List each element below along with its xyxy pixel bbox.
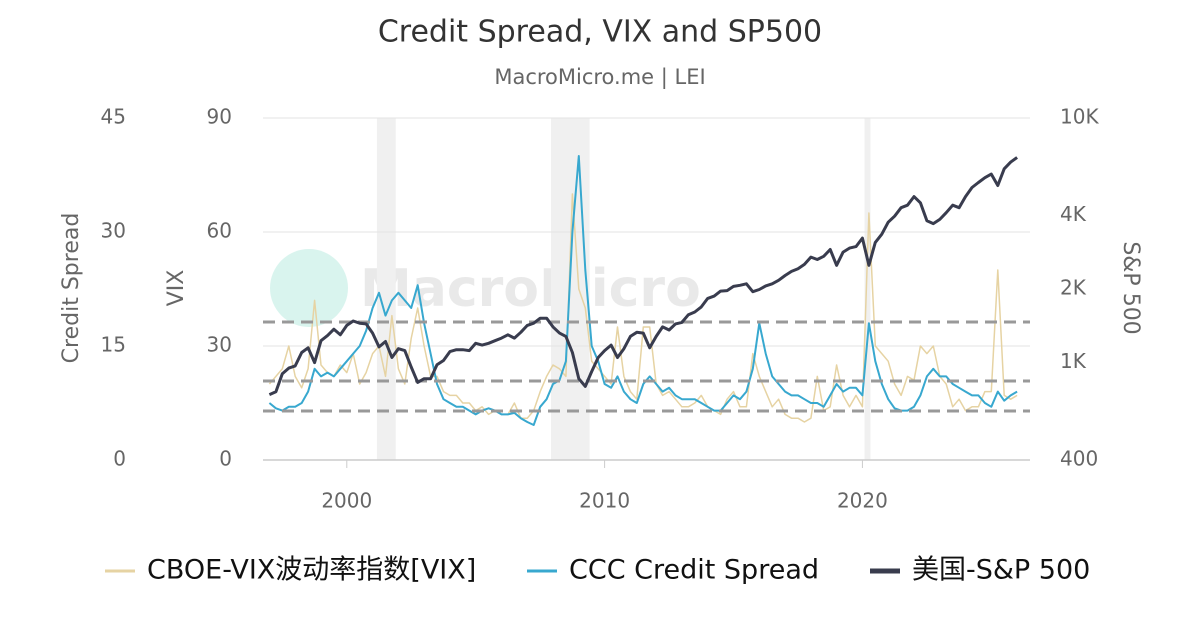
shaded-period [376, 118, 396, 460]
y2-axis-title: VIX [164, 270, 189, 307]
x-tick-label: 2020 [837, 489, 888, 513]
y-axis-title: Credit Spread [59, 213, 84, 364]
y-tick-label: 45 [101, 105, 126, 129]
series-line [268, 156, 1018, 396]
shaded-period [864, 118, 871, 460]
y3-axis-title: S&P 500 [1118, 241, 1143, 334]
series-line [268, 193, 1018, 423]
chart-subtitle: MacroMicro.me | LEI [494, 65, 705, 90]
y3-tick-label: 1K [1060, 349, 1087, 373]
y2-tick-label: 0 [219, 447, 232, 471]
legend-label: 美国-S&P 500 [912, 555, 1090, 586]
x-tick-label: 2010 [579, 489, 630, 513]
y2-tick-label: 30 [207, 333, 232, 357]
legend-label: CBOE-VIX波动率指数[VIX] [147, 555, 476, 586]
chart-title: Credit Spread, VIX and SP500 [378, 15, 822, 50]
series-line [268, 155, 1018, 426]
y3-tick-label: 400 [1060, 447, 1098, 471]
y3-tick-label: 10K [1060, 105, 1099, 129]
y-tick-label: 30 [101, 219, 126, 243]
watermark: MacroMicro [360, 259, 701, 319]
watermark-logo [270, 249, 348, 327]
y2-tick-label: 90 [207, 105, 232, 129]
y-tick-label: 0 [113, 447, 126, 471]
y3-tick-label: 2K [1060, 276, 1087, 300]
x-tick-label: 2000 [321, 489, 372, 513]
legend-label: CCC Credit Spread [569, 555, 819, 586]
y-tick-label: 15 [101, 333, 126, 357]
y2-tick-label: 60 [207, 219, 232, 243]
y3-tick-label: 4K [1060, 202, 1087, 226]
